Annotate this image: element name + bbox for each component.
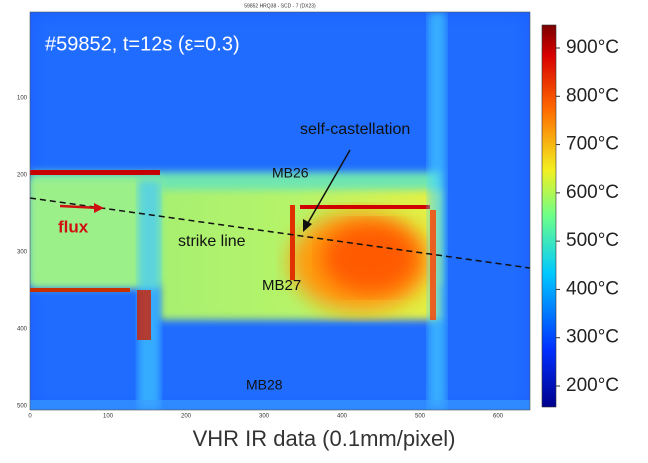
annotation: flux	[58, 217, 89, 236]
x-tick-label: 500	[415, 414, 426, 420]
x-tick-label: 400	[337, 414, 348, 420]
colorbar-label: 400°C	[566, 278, 619, 299]
shot-label: #59852, t=12s (ε=0.3)	[45, 33, 240, 55]
colorbar-label: 500°C	[566, 230, 619, 251]
y-tick-label: 300	[17, 250, 28, 256]
annotation: MB26	[272, 165, 309, 181]
colorbar-label: 600°C	[566, 182, 619, 203]
plot-header: 59852 HRQ38 - SCD - 7 (DX23)	[244, 3, 316, 9]
x-tick-label: 300	[259, 414, 270, 420]
x-tick-label: 600	[493, 414, 504, 420]
x-tick-label: 100	[103, 414, 114, 420]
colorbar	[541, 24, 557, 408]
annotation: self-castellation	[300, 121, 410, 138]
colorbar-label: 200°C	[566, 375, 619, 396]
ir-image	[30, 12, 530, 410]
x-tick-label: 0	[28, 414, 32, 420]
caption: VHR IR data (0.1mm/pixel)	[193, 426, 456, 451]
annotation: strike line	[178, 233, 246, 250]
y-tick-label: 100	[17, 96, 28, 102]
colorbar-label: 800°C	[566, 85, 619, 106]
colorbar-label: 300°C	[566, 327, 619, 348]
annotation: MB27	[262, 277, 301, 294]
y-tick-label: 400	[17, 327, 28, 333]
colorbar-label: 700°C	[566, 134, 619, 155]
y-tick-label: 200	[17, 173, 28, 179]
colorbar-label: 900°C	[566, 37, 619, 58]
x-tick-label: 200	[181, 414, 192, 420]
annotation: MB28	[246, 377, 283, 393]
y-tick-label: 500	[17, 404, 28, 410]
